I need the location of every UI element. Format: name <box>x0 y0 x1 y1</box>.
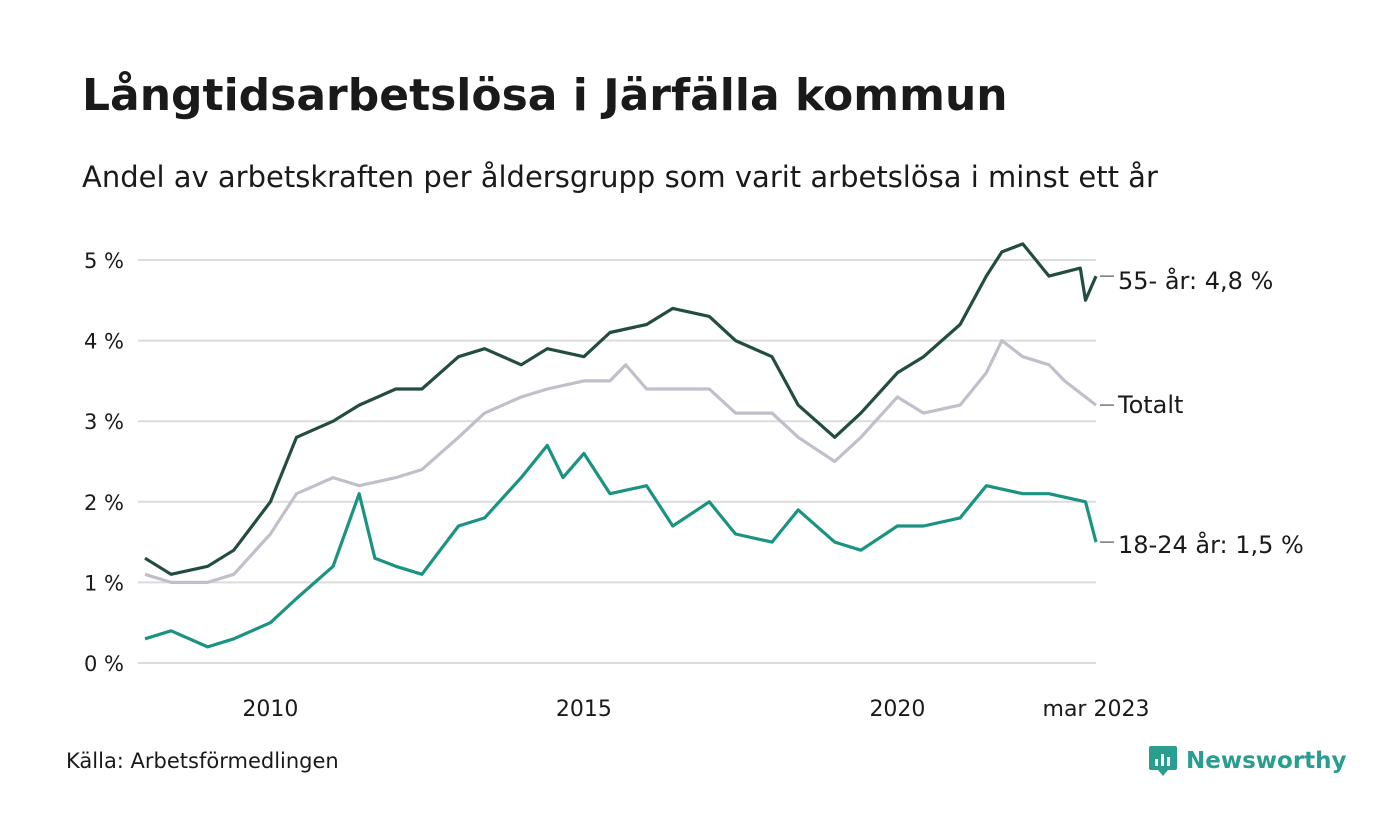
chart-subtitle: Andel av arbetskraften per åldersgrupp s… <box>82 160 1158 194</box>
y-tick-label: 2 % <box>84 491 124 515</box>
series-label: 18-24 år: 1,5 % <box>1118 530 1304 559</box>
series-labels: Totalt 55- år: 4,8 % 18-24 år: 1,5 % <box>1100 266 1304 559</box>
grid-lines <box>138 259 1096 664</box>
brand-name: Newsworthy <box>1186 748 1347 774</box>
x-axis-ticks: 2010 2015 2020 mar 2023 <box>242 697 1149 722</box>
y-tick-label: 0 % <box>84 652 124 676</box>
series-line <box>144 242 1098 576</box>
y-axis-ticks: 0 % 1 % 2 % 3 % 4 % 5 % <box>84 249 124 676</box>
brand[interactable]: Newsworthy <box>1148 744 1347 778</box>
x-tick-label: 2020 <box>869 697 925 722</box>
series-label: 55- år: 4,8 % <box>1118 266 1273 295</box>
chart-title: Långtidsarbetslösa i Järfälla kommun <box>82 70 1008 121</box>
x-tick-label: 2010 <box>242 697 298 722</box>
y-tick-label: 1 % <box>84 571 124 595</box>
series-line <box>144 339 1097 584</box>
series-label: Totalt <box>1117 391 1183 419</box>
y-tick-label: 4 % <box>84 330 124 354</box>
newsworthy-logo-icon <box>1149 746 1177 776</box>
y-tick-label: 5 % <box>84 249 124 273</box>
x-tick-label: mar 2023 <box>1043 697 1150 722</box>
line-chart: 0 %1 %2 %3 %4 %5 % 2010 2015 2020 mar 2023 … <box>84 242 1304 722</box>
source-note: Källa: Arbetsförmedlingen <box>66 749 339 773</box>
series-line <box>144 443 1098 649</box>
series-lines <box>144 242 1098 649</box>
x-tick-label: 2015 <box>556 697 612 722</box>
y-tick-label: 3 % <box>84 410 124 434</box>
